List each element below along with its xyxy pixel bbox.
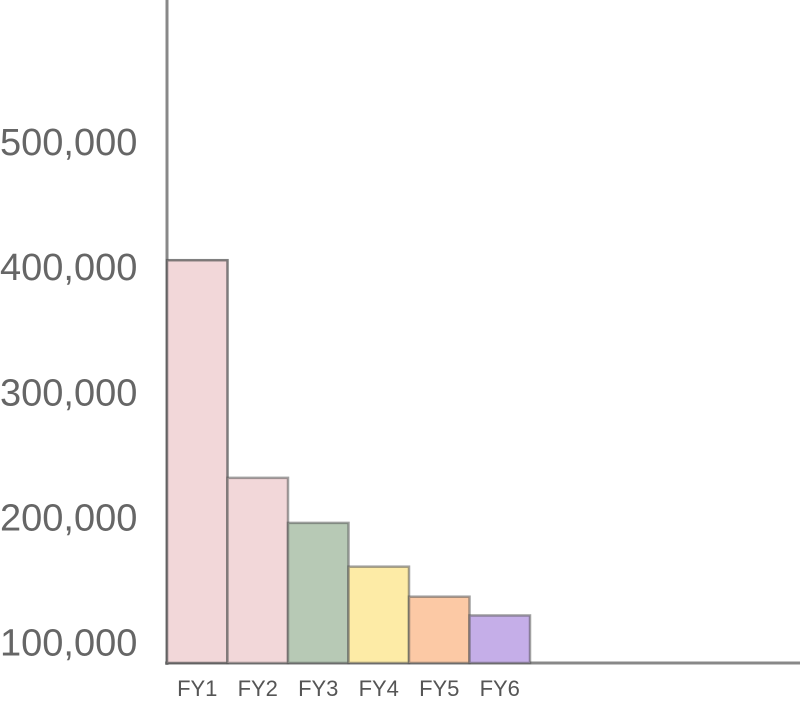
x-tick-label: FY6 xyxy=(480,676,520,701)
bar xyxy=(468,614,532,665)
x-tick-label: FY4 xyxy=(359,676,399,701)
y-tick-label: 400,000 xyxy=(0,247,137,289)
x-tick-label: FY2 xyxy=(238,676,278,701)
bar xyxy=(407,595,471,665)
bar xyxy=(226,476,290,665)
x-tick-label: FY5 xyxy=(419,676,459,701)
bar xyxy=(347,565,411,665)
x-tick-label: FY3 xyxy=(298,676,338,701)
y-tick-label: 200,000 xyxy=(0,497,137,539)
bar xyxy=(286,521,350,665)
bar xyxy=(165,258,229,665)
y-tick-label: 100,000 xyxy=(0,623,137,665)
y-tick-label: 300,000 xyxy=(0,372,137,414)
x-tick-label: FY1 xyxy=(177,676,217,701)
y-tick-label: 500,000 xyxy=(0,122,137,164)
